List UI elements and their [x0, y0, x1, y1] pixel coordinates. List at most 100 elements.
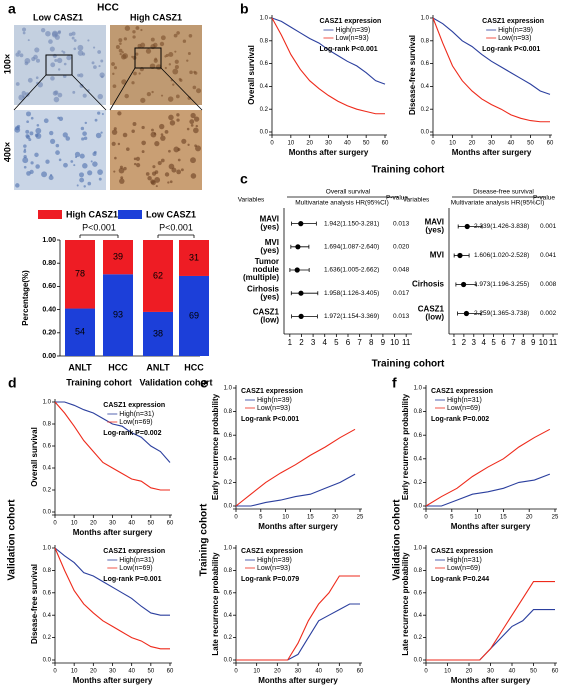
y-tick-label: 0.0 [421, 130, 430, 136]
cell-nucleus [187, 143, 190, 146]
cell-nucleus [190, 173, 197, 179]
legend-swatch [118, 210, 142, 219]
cell-nucleus [26, 111, 31, 117]
x-tick-label: 3 [472, 338, 477, 347]
x-axis-label: Months after surgery [73, 676, 153, 685]
row-label: (multiple) [243, 273, 279, 282]
annotation: Log-rank P=0.002 [103, 430, 161, 437]
cell-nucleus [25, 134, 30, 138]
row-label: (yes) [260, 292, 279, 301]
cell-nucleus [83, 136, 88, 141]
x-tick-label: 30 [325, 141, 332, 147]
cell-nucleus [73, 39, 77, 42]
y-tick-label: 0.2 [414, 480, 423, 486]
cell-nucleus [92, 161, 98, 167]
cell-nucleus [141, 150, 145, 154]
cell-nucleus [43, 118, 49, 124]
cell-nucleus [167, 181, 170, 184]
y-axis-label: Percentage(%) [21, 270, 30, 326]
cell-nucleus [135, 26, 140, 30]
cell-nucleus [87, 181, 92, 186]
cell-nucleus [190, 157, 196, 164]
cell-nucleus [91, 61, 95, 65]
legend-title: CASZ1 expression [431, 388, 493, 395]
panel-letter: f [392, 375, 397, 391]
y-tick-label: 0.4 [260, 84, 269, 90]
x-tick-label: 10 [71, 669, 78, 675]
bar-label: 31 [189, 252, 199, 262]
cell-nucleus [51, 30, 58, 37]
annotation: Log-rank P=0.079 [241, 576, 299, 583]
cell-nucleus [100, 59, 104, 63]
y-tick-label: 0.0 [224, 658, 233, 664]
y-tick-label: 0.6 [43, 590, 52, 596]
bar-label: 93 [113, 310, 123, 320]
bar-segment [179, 240, 209, 276]
survival-curve [236, 603, 360, 661]
cell-nucleus [115, 45, 120, 49]
y-tick-label: 0.4 [43, 613, 52, 619]
x-tick-label: 20 [526, 515, 533, 521]
x-tick-label: 50 [363, 141, 370, 147]
legend-title: CASZ1 expression [241, 388, 303, 395]
cell-nucleus [176, 169, 182, 175]
cell-nucleus [28, 138, 32, 142]
cell-nucleus [23, 148, 27, 151]
zoom-line [109, 67, 136, 111]
y-tick-label: 0.0 [414, 504, 423, 510]
y-tick-label: 0.8 [224, 568, 233, 574]
y-tick-label: 0.6 [224, 590, 233, 596]
p-value: 0.041 [540, 252, 557, 259]
cell-nucleus [55, 143, 60, 148]
cell-nucleus [193, 70, 196, 74]
x-tick-label: 60 [547, 141, 554, 147]
cohort-label: Training cohort [372, 359, 445, 370]
x-axis-label: Months after surgery [452, 148, 532, 157]
y-tick-label: 1.0 [260, 16, 269, 22]
bar-segment [103, 274, 133, 356]
x-tick-label: 50 [527, 141, 534, 147]
cell-nucleus [169, 120, 176, 126]
forest-subtitle: Multivariate analysis HR(95%CI) [451, 200, 545, 207]
cell-nucleus [40, 27, 46, 33]
panel-letter: e [200, 375, 208, 391]
cell-nucleus [176, 31, 180, 35]
cell-nucleus [131, 81, 135, 85]
y-tick-label: 1.0 [43, 546, 52, 552]
x-tick-label: 0 [53, 521, 57, 527]
cell-nucleus [27, 77, 33, 83]
cell-nucleus [182, 39, 187, 43]
y-tick-label: 0.8 [224, 409, 233, 415]
p-value: 0.008 [540, 281, 557, 288]
y-axis-label: Overall survival [247, 45, 256, 105]
x-tick-label: 6 [346, 338, 351, 347]
legend-label: Low(n=69) [119, 419, 152, 426]
survival-curve [54, 401, 170, 491]
legend-label: Low(n=69) [447, 565, 480, 572]
x-tick-label: 15 [307, 515, 314, 521]
hazard-ratio [464, 223, 470, 230]
cell-nucleus [150, 179, 155, 185]
bar-segment [179, 275, 209, 356]
zoom-line [13, 74, 47, 111]
row-label: (yes) [260, 246, 279, 255]
micrograph [110, 110, 202, 190]
y-tick-label: 0.4 [414, 456, 423, 462]
bar-label: 54 [75, 327, 85, 337]
group-label: Validation cohort [139, 377, 212, 387]
cell-nucleus [168, 163, 175, 170]
cell-nucleus [63, 162, 68, 168]
cell-nucleus [180, 168, 184, 172]
cell-nucleus [74, 155, 78, 159]
header-left: Variables [403, 197, 430, 204]
cell-nucleus [186, 127, 190, 131]
y-tick-label: 0.8 [43, 568, 52, 574]
x-tick-label: 5 [491, 338, 496, 347]
cell-nucleus [118, 38, 123, 43]
annotation: Log-rank P=0.001 [103, 576, 161, 583]
legend-label: High(n=31) [119, 557, 154, 564]
x-tick-label: 10 [390, 338, 399, 347]
column-label: Low CASZ1 [33, 12, 83, 22]
cell-nucleus [147, 175, 152, 181]
cell-nucleus [49, 130, 54, 136]
